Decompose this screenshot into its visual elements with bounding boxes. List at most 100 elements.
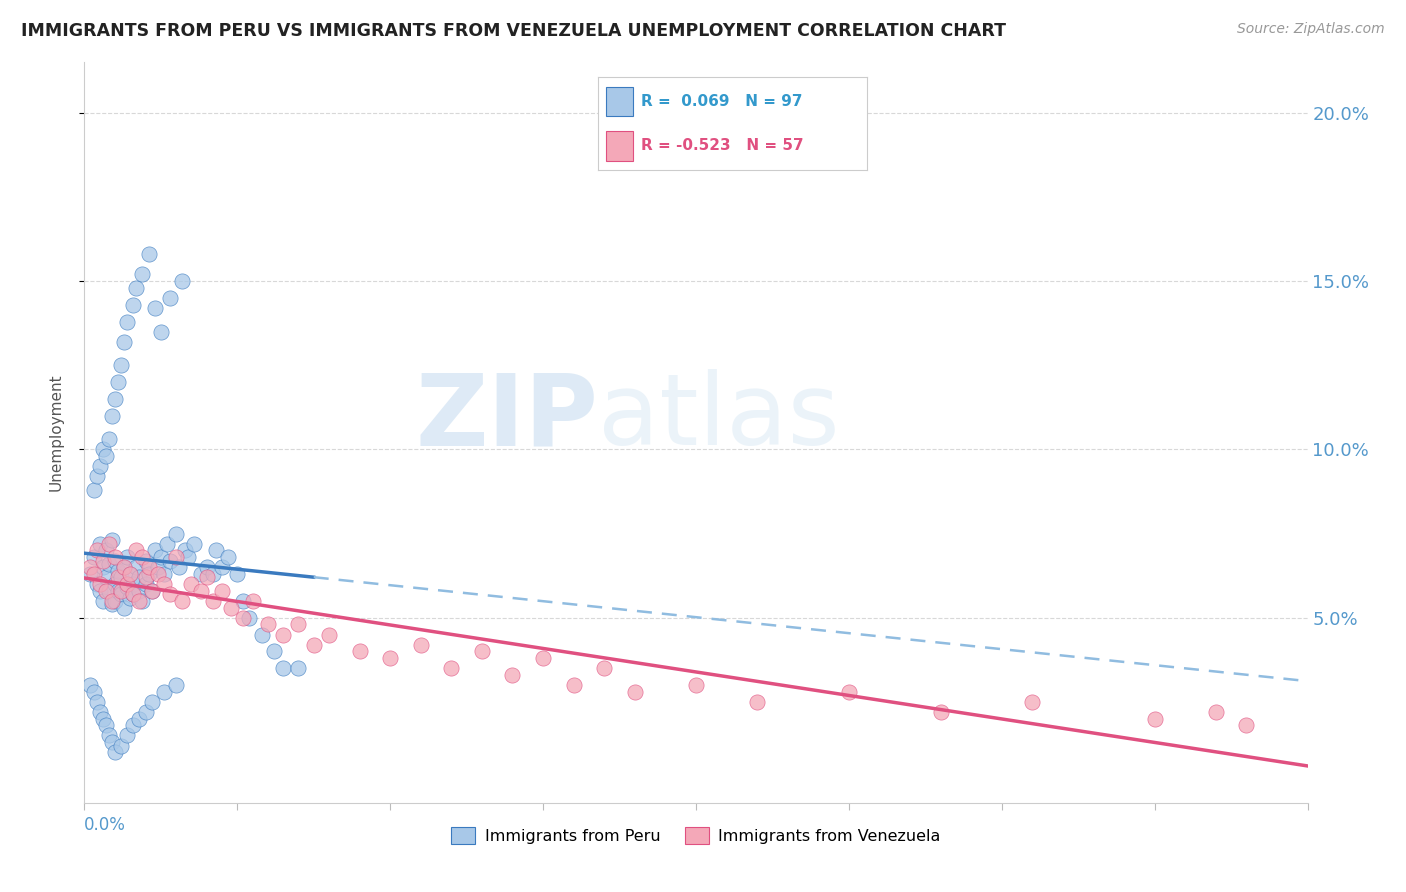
Point bbox=[110, 583, 132, 598]
Text: 0.0%: 0.0% bbox=[84, 816, 127, 834]
Point bbox=[131, 594, 153, 608]
Point bbox=[83, 483, 105, 497]
Point bbox=[257, 617, 280, 632]
Point bbox=[112, 334, 135, 349]
Point bbox=[138, 566, 160, 581]
Point bbox=[91, 553, 114, 567]
Point bbox=[122, 577, 145, 591]
Point bbox=[86, 695, 108, 709]
Point bbox=[250, 627, 273, 641]
Point bbox=[89, 577, 111, 591]
Point bbox=[138, 247, 160, 261]
Point bbox=[232, 610, 254, 624]
Point bbox=[180, 577, 202, 591]
Point bbox=[135, 705, 157, 719]
Point bbox=[107, 583, 129, 598]
Point bbox=[97, 557, 120, 571]
Point bbox=[91, 712, 114, 726]
Point bbox=[143, 543, 166, 558]
Point bbox=[83, 550, 105, 565]
Point bbox=[146, 566, 169, 581]
Point bbox=[219, 600, 242, 615]
Point bbox=[91, 560, 114, 574]
Point bbox=[153, 685, 176, 699]
Point bbox=[747, 695, 769, 709]
Point bbox=[195, 570, 218, 584]
Point bbox=[1236, 718, 1258, 732]
Point bbox=[104, 553, 127, 567]
Point bbox=[190, 566, 212, 581]
Point bbox=[409, 638, 432, 652]
Point bbox=[135, 577, 157, 591]
Point bbox=[177, 550, 200, 565]
Point bbox=[211, 560, 233, 574]
Point bbox=[205, 543, 228, 558]
Point bbox=[112, 600, 135, 615]
Point bbox=[1205, 705, 1227, 719]
Point bbox=[128, 583, 150, 598]
Point bbox=[165, 550, 187, 565]
Point bbox=[101, 533, 124, 548]
Point bbox=[104, 594, 127, 608]
Point bbox=[131, 268, 153, 282]
Point bbox=[83, 685, 105, 699]
Point bbox=[97, 536, 120, 550]
Point bbox=[153, 566, 176, 581]
Point bbox=[128, 570, 150, 584]
Point bbox=[101, 594, 124, 608]
Point bbox=[112, 560, 135, 574]
Point bbox=[122, 587, 145, 601]
Point bbox=[110, 359, 132, 373]
Point bbox=[838, 685, 860, 699]
Point bbox=[97, 729, 120, 743]
Point bbox=[97, 583, 120, 598]
Point bbox=[201, 566, 224, 581]
Point bbox=[440, 661, 463, 675]
Point bbox=[94, 543, 117, 558]
Point bbox=[159, 553, 181, 567]
Point bbox=[271, 661, 294, 675]
Point bbox=[211, 583, 233, 598]
Point bbox=[89, 705, 111, 719]
Point bbox=[302, 638, 325, 652]
Point bbox=[135, 553, 157, 567]
Point bbox=[349, 644, 371, 658]
Point bbox=[141, 583, 163, 598]
Point bbox=[89, 459, 111, 474]
Point bbox=[242, 594, 264, 608]
Point bbox=[167, 560, 190, 574]
Point bbox=[159, 291, 181, 305]
Point bbox=[263, 644, 285, 658]
Point bbox=[380, 651, 402, 665]
Point bbox=[120, 566, 142, 581]
Point bbox=[122, 718, 145, 732]
Point bbox=[143, 301, 166, 315]
Point bbox=[89, 583, 111, 598]
Point bbox=[217, 550, 239, 565]
Point bbox=[94, 718, 117, 732]
Point bbox=[172, 274, 194, 288]
Point bbox=[146, 560, 169, 574]
Point bbox=[83, 566, 105, 581]
Point bbox=[104, 577, 127, 591]
Point bbox=[593, 661, 616, 675]
Point bbox=[79, 566, 101, 581]
Point bbox=[115, 314, 138, 328]
Point bbox=[201, 594, 224, 608]
Point bbox=[172, 594, 194, 608]
Legend: Immigrants from Peru, Immigrants from Venezuela: Immigrants from Peru, Immigrants from Ve… bbox=[446, 821, 946, 850]
Point bbox=[624, 685, 647, 699]
Point bbox=[128, 712, 150, 726]
Point bbox=[112, 560, 135, 574]
Point bbox=[128, 594, 150, 608]
Point bbox=[104, 745, 127, 759]
Point bbox=[125, 543, 148, 558]
Point bbox=[89, 536, 111, 550]
Point bbox=[110, 739, 132, 753]
Point bbox=[287, 661, 309, 675]
Point bbox=[122, 298, 145, 312]
Point bbox=[131, 550, 153, 565]
Point bbox=[929, 705, 952, 719]
Point bbox=[502, 668, 524, 682]
Point bbox=[165, 678, 187, 692]
